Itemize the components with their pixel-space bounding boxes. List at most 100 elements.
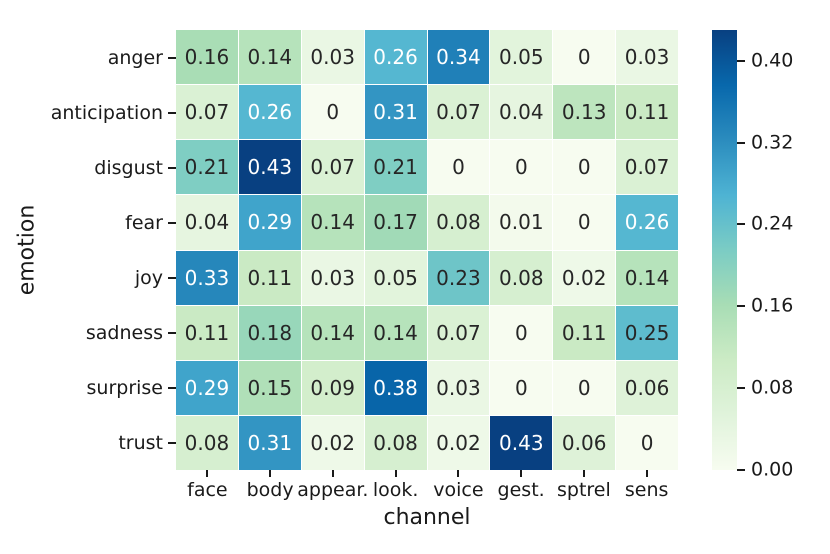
heatmap-cell: 0.11 xyxy=(238,250,301,305)
y-tick-label: fear xyxy=(125,211,163,234)
heatmap-cell: 0.34 xyxy=(427,30,490,85)
heatmap-cell: 0.06 xyxy=(616,360,678,415)
heatmap-cell: 0 xyxy=(616,415,678,470)
heatmap-cell: 0.31 xyxy=(238,415,301,470)
heatmap-cell: 0.14 xyxy=(238,30,301,85)
x-tick-label: sptrel xyxy=(556,479,611,501)
heatmap-cell: 0.11 xyxy=(176,305,238,360)
x-tick-label: face xyxy=(187,479,228,501)
heatmap-cell: 0.07 xyxy=(427,305,490,360)
colorbar-tick-label: 0.24 xyxy=(751,212,794,235)
y-tick-mark xyxy=(168,221,176,224)
colorbar-tick-label: 0.08 xyxy=(751,376,794,399)
heatmap-cell: 0.21 xyxy=(176,140,238,195)
colorbar-tick-mark xyxy=(737,305,745,308)
x-tick-mark xyxy=(394,470,397,477)
colorbar-tick-mark xyxy=(737,469,745,471)
heatmap-cell: 0 xyxy=(553,140,616,195)
colorbar-tick-label: 0.16 xyxy=(751,294,794,317)
colorbar-tick-label: 0.32 xyxy=(751,131,794,154)
heatmap-cell: 0.13 xyxy=(553,85,616,140)
heatmap-cell: 0.29 xyxy=(176,360,238,415)
colorbar xyxy=(712,30,737,470)
heatmap-cell: 0.11 xyxy=(553,305,616,360)
y-tick-mark xyxy=(168,166,176,169)
y-tick-label: disgust xyxy=(94,156,163,179)
heatmap-cell: 0.07 xyxy=(427,85,490,140)
heatmap-cell: 0.08 xyxy=(490,250,553,305)
x-tick-label: body xyxy=(246,479,294,501)
heatmap-cell: 0.04 xyxy=(490,85,553,140)
x-tick-mark xyxy=(269,470,272,477)
heatmap-cell: 0.38 xyxy=(364,360,427,415)
y-tick-label: anger xyxy=(107,46,163,69)
heatmap-cell: 0.31 xyxy=(364,85,427,140)
heatmap-cell: 0.26 xyxy=(616,195,678,250)
heatmap-cell: 0.14 xyxy=(616,250,678,305)
heatmap-cell: 0.14 xyxy=(301,195,364,250)
heatmap-cell: 0.16 xyxy=(176,30,238,85)
x-tick-mark xyxy=(457,470,460,477)
heatmap-cell: 0 xyxy=(490,360,553,415)
heatmap-cell: 0.11 xyxy=(616,85,678,140)
x-tick-label: appear. xyxy=(297,479,369,501)
heatmap-cell: 0 xyxy=(553,360,616,415)
heatmap-cell: 0.07 xyxy=(616,140,678,195)
heatmap-cell: 0.02 xyxy=(301,415,364,470)
heatmap-cell: 0.26 xyxy=(364,30,427,85)
y-tick-label: surprise xyxy=(86,376,164,399)
y-tick-label: anticipation xyxy=(50,101,163,124)
heatmap-cell: 0 xyxy=(490,305,553,360)
x-tick-mark xyxy=(645,470,648,477)
heatmap-cell: 0.05 xyxy=(364,250,427,305)
y-tick-label: joy xyxy=(134,266,163,289)
heatmap-cell: 0.02 xyxy=(553,250,616,305)
x-tick-mark xyxy=(582,470,585,477)
heatmap-cell: 0.18 xyxy=(238,305,301,360)
heatmap-cell: 0.29 xyxy=(238,195,301,250)
heatmap-cell: 0.08 xyxy=(364,415,427,470)
heatmap-cell: 0.14 xyxy=(301,305,364,360)
heatmap-cell: 0.01 xyxy=(490,195,553,250)
heatmap-cell: 0.07 xyxy=(301,140,364,195)
x-tick-mark xyxy=(520,470,523,477)
x-tick-mark xyxy=(206,470,209,477)
heatmap-cell: 0.03 xyxy=(301,250,364,305)
heatmap-cell: 0 xyxy=(553,195,616,250)
x-axis-label: channel xyxy=(383,505,471,530)
heatmap-cell: 0.33 xyxy=(176,250,238,305)
heatmap-cell: 0.15 xyxy=(238,360,301,415)
x-tick-label: sens xyxy=(624,479,669,501)
x-tick-mark xyxy=(331,470,334,477)
heatmap-cell: 0.43 xyxy=(490,415,553,470)
x-tick-label: gest. xyxy=(497,479,545,501)
heatmap-cell: 0.08 xyxy=(176,415,238,470)
colorbar-tick-mark xyxy=(737,223,745,226)
x-tick-label: voice xyxy=(433,479,484,501)
y-tick-mark xyxy=(168,56,176,59)
colorbar-tick-mark xyxy=(737,59,745,62)
y-tick-mark xyxy=(168,441,176,444)
colorbar-tick-mark xyxy=(737,141,745,144)
y-tick-mark xyxy=(168,276,176,279)
colorbar-tick-label: 0.40 xyxy=(751,49,794,72)
heatmap-cell: 0 xyxy=(553,30,616,85)
heatmap-cell: 0.09 xyxy=(301,360,364,415)
heatmap-cell: 0.23 xyxy=(427,250,490,305)
y-tick-mark xyxy=(168,331,176,334)
heatmap-cell: 0.25 xyxy=(616,305,678,360)
y-tick-label: trust xyxy=(118,431,163,454)
y-tick-mark xyxy=(168,386,176,389)
heatmap-cell: 0.21 xyxy=(364,140,427,195)
heatmap-cell: 0 xyxy=(301,85,364,140)
colorbar-tick-mark xyxy=(737,387,745,390)
colorbar-tick-label: 0.00 xyxy=(751,458,794,481)
y-tick-mark xyxy=(168,111,176,114)
heatmap-cell: 0.04 xyxy=(176,195,238,250)
heatmap-cell: 0.03 xyxy=(301,30,364,85)
heatmap-cell: 0.17 xyxy=(364,195,427,250)
heatmap-cell: 0.05 xyxy=(490,30,553,85)
heatmap-cell: 0.07 xyxy=(176,85,238,140)
heatmap-cell: 0.43 xyxy=(238,140,301,195)
